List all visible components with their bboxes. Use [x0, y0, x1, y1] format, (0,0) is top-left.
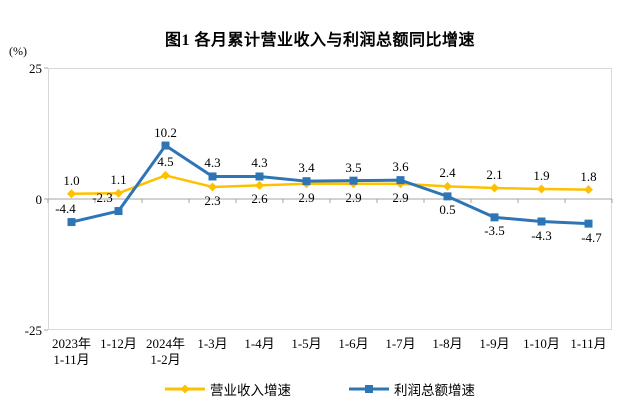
- x-axis-label: 2024年 1-2月: [145, 336, 185, 368]
- zero-axis-line: [44, 67, 613, 331]
- square-marker-icon: [67, 218, 76, 227]
- series-line-1: [67, 141, 593, 228]
- square-marker-icon: [208, 172, 217, 181]
- square-marker-icon: [443, 192, 452, 201]
- line-square-marker-icon: [349, 385, 389, 393]
- x-axis-label: 1-8月: [432, 336, 463, 351]
- square-marker-icon: [255, 172, 264, 181]
- square-marker-icon: [302, 177, 311, 186]
- data-label: 1.0: [63, 172, 80, 188]
- data-label: 0.5: [439, 202, 456, 218]
- x-axis-label: 1-3月: [197, 336, 228, 351]
- y-axis-tick-label: 25: [29, 61, 42, 76]
- data-label: 2.9: [392, 189, 409, 205]
- y-axis-unit-label: (%): [9, 44, 27, 58]
- legend-item-revenue-growth: 营业收入增速: [165, 379, 291, 399]
- data-label: 1.1: [110, 172, 127, 188]
- x-axis-label: 1-5月: [291, 336, 322, 351]
- square-marker-icon: [490, 213, 499, 222]
- y-axis-tick-label: 0: [35, 192, 43, 207]
- data-label: 4.3: [204, 155, 221, 171]
- legend-item-profit-growth: 利润总额增速: [349, 379, 475, 399]
- data-label: 2.3: [204, 192, 221, 208]
- data-label: 3.4: [298, 160, 315, 176]
- diamond-marker-icon: [161, 170, 170, 180]
- chart-title: 图1 各月累计营业收入与利润总额同比增速: [164, 32, 475, 49]
- square-marker-icon: [537, 217, 546, 226]
- x-axis-label: 1-4月: [244, 336, 275, 351]
- x-axis-label: 1-11月: [570, 336, 607, 351]
- data-label: 4.5: [157, 154, 174, 170]
- data-label: -4.4: [55, 201, 76, 217]
- square-marker-icon: [349, 176, 358, 185]
- diamond-marker-icon: [255, 180, 264, 190]
- data-label: 3.5: [345, 159, 362, 175]
- legend-label: 营业收入增速: [210, 383, 291, 398]
- plot-area: 1.0 1.1 4.5 2.3 2.6 2.9 2.9 2.9 2.4 2.1 1.9 1.8 -4.4…: [44, 67, 613, 331]
- data-label: 2.9: [345, 189, 362, 205]
- diamond-marker-icon: [443, 181, 452, 191]
- data-label: 2.1: [486, 166, 503, 182]
- data-label: -2.3: [92, 190, 113, 206]
- data-label: -4.3: [531, 227, 552, 243]
- data-label: 10.2: [154, 124, 177, 140]
- diamond-marker-icon: [490, 183, 499, 193]
- legend-label: 利润总额增速: [394, 383, 475, 398]
- data-label: 2.6: [251, 191, 268, 207]
- diamond-marker-icon: [208, 182, 217, 192]
- diamond-marker-icon: [584, 185, 593, 195]
- diamond-marker-icon: [537, 184, 546, 194]
- square-marker-icon: [114, 207, 123, 216]
- legend: 营业收入增速 利润总额增速: [0, 379, 640, 399]
- data-label: 1.9: [533, 168, 550, 184]
- square-marker-icon: [161, 141, 170, 150]
- diamond-marker-icon: [114, 188, 123, 198]
- y-axis-tick-label: -25: [24, 323, 42, 338]
- x-axis-label: 1-12月: [100, 336, 137, 351]
- line-diamond-marker-icon: [165, 384, 205, 394]
- data-label: 2.4: [439, 165, 456, 181]
- square-marker-icon: [396, 176, 405, 185]
- x-axis-label: 1-9月: [479, 336, 510, 351]
- x-axis-label: 1-10月: [523, 336, 560, 351]
- data-label: 2.9: [298, 189, 315, 205]
- series-plot: [44, 67, 613, 331]
- x-axis-label: 2023年 1-11月: [51, 336, 91, 368]
- square-marker-icon: [584, 219, 593, 228]
- diamond-marker-icon: [67, 189, 76, 199]
- data-label: -4.7: [581, 229, 602, 245]
- data-label: -3.5: [484, 223, 505, 239]
- x-axis-label: 1-7月: [385, 336, 416, 351]
- data-label: 4.3: [251, 155, 268, 171]
- data-label: 1.8: [580, 168, 597, 184]
- data-label: 3.6: [392, 159, 409, 175]
- x-axis-label: 1-6月: [338, 336, 369, 351]
